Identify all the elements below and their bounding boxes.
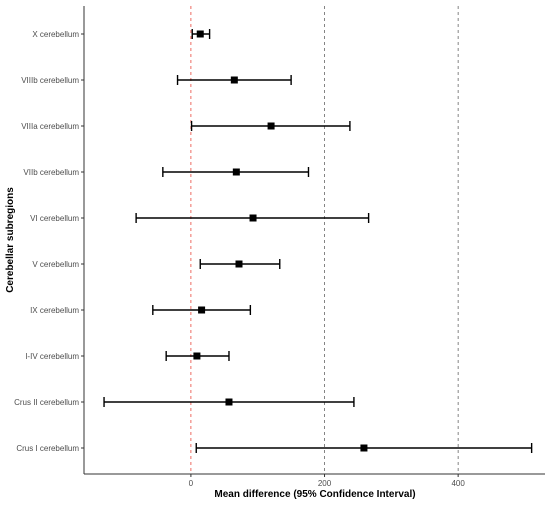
x-tick-labels: 0 200 400: [189, 479, 466, 488]
y-tick-label-v-cerebellum: V cerebellum: [32, 260, 79, 269]
point-estimate-viiib-cerebellum: [230, 76, 238, 84]
point-estimate-i-iv-cerebellum: [193, 352, 201, 360]
point-estimate-vi-cerebellum: [249, 214, 257, 222]
y-tick-label-viib-cerebellum: VIIb cerebellum: [23, 168, 79, 177]
x-ticks: [190, 474, 459, 477]
x-tick-label-0: 0: [189, 479, 194, 488]
x-tick-label-400: 400: [451, 479, 465, 488]
point-estimate-ix-cerebellum: [198, 306, 206, 314]
reference-lines: [190, 6, 459, 474]
point-estimate-crus-i-cerebellum: [360, 444, 368, 452]
y-tick-label-vi-cerebellum: VI cerebellum: [30, 214, 79, 223]
point-estimate-v-cerebellum: [235, 260, 243, 268]
y-tick-label-x-cerebellum: X cerebellum: [32, 30, 79, 39]
point-estimate-x-cerebellum: [196, 30, 204, 38]
point-estimate-viib-cerebellum: [232, 168, 240, 176]
y-tick-label-crus-i-cerebellum: Crus I cerebellum: [16, 444, 79, 453]
error-bars: [103, 29, 533, 453]
y-tick-labels: X cerebellum VIIIb cerebellum VIIIa cerebe…: [14, 30, 79, 453]
y-tick-label-ix-cerebellum: IX cerebellum: [30, 306, 79, 315]
y-ticks: [81, 33, 84, 449]
point-estimates: [193, 30, 368, 452]
y-tick-label-viiia-cerebellum: VIIIa cerebellum: [21, 122, 79, 131]
x-tick-label-200: 200: [318, 479, 332, 488]
y-tick-label-i-iv-cerebellum: I-IV cerebellum: [25, 352, 79, 361]
x-axis-title: Mean difference (95% Confidence Interval…: [214, 489, 415, 500]
point-estimate-crus-ii-cerebellum: [225, 398, 233, 406]
y-tick-label-viiib-cerebellum: VIIIb cerebellum: [21, 76, 79, 85]
y-axis-title: Cerebellar subregions: [5, 187, 16, 293]
point-estimate-viiia-cerebellum: [267, 122, 275, 130]
y-tick-label-crus-ii-cerebellum: Crus II cerebellum: [14, 398, 79, 407]
